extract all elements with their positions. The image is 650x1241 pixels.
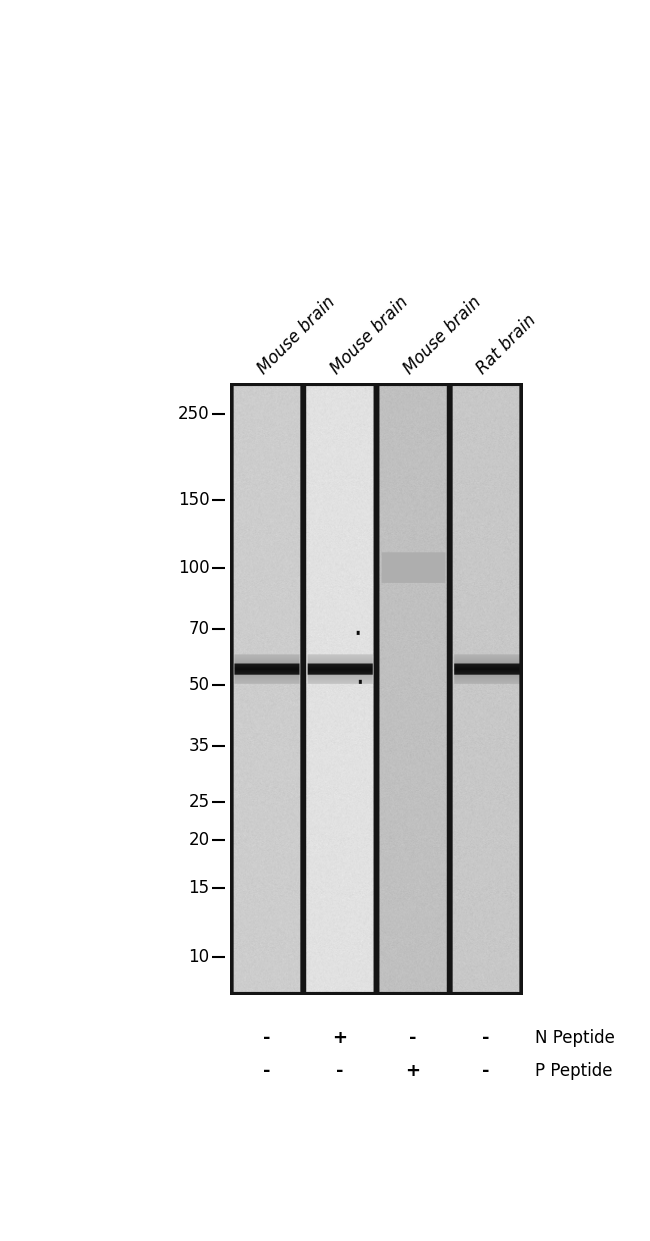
Text: -: - <box>482 1029 489 1046</box>
Text: +: + <box>405 1062 420 1080</box>
Text: 25: 25 <box>188 793 210 812</box>
Text: 70: 70 <box>188 619 210 638</box>
Text: 10: 10 <box>188 948 210 965</box>
Text: -: - <box>263 1062 270 1080</box>
Text: Mouse brain: Mouse brain <box>327 293 411 379</box>
Text: Mouse brain: Mouse brain <box>400 293 484 379</box>
Text: 50: 50 <box>188 676 210 694</box>
Text: 15: 15 <box>188 880 210 897</box>
Text: +: + <box>332 1029 347 1046</box>
Text: P Peptide: P Peptide <box>534 1062 612 1080</box>
Text: 150: 150 <box>178 491 210 509</box>
Text: -: - <box>263 1029 270 1046</box>
Text: N Peptide: N Peptide <box>534 1029 614 1046</box>
Text: Rat brain: Rat brain <box>473 311 540 379</box>
Text: 35: 35 <box>188 736 210 755</box>
Text: 100: 100 <box>178 560 210 577</box>
Text: 250: 250 <box>178 405 210 423</box>
Text: Mouse brain: Mouse brain <box>254 293 339 379</box>
Text: -: - <box>409 1029 416 1046</box>
Text: 20: 20 <box>188 831 210 849</box>
Text: -: - <box>335 1062 343 1080</box>
Text: -: - <box>482 1062 489 1080</box>
